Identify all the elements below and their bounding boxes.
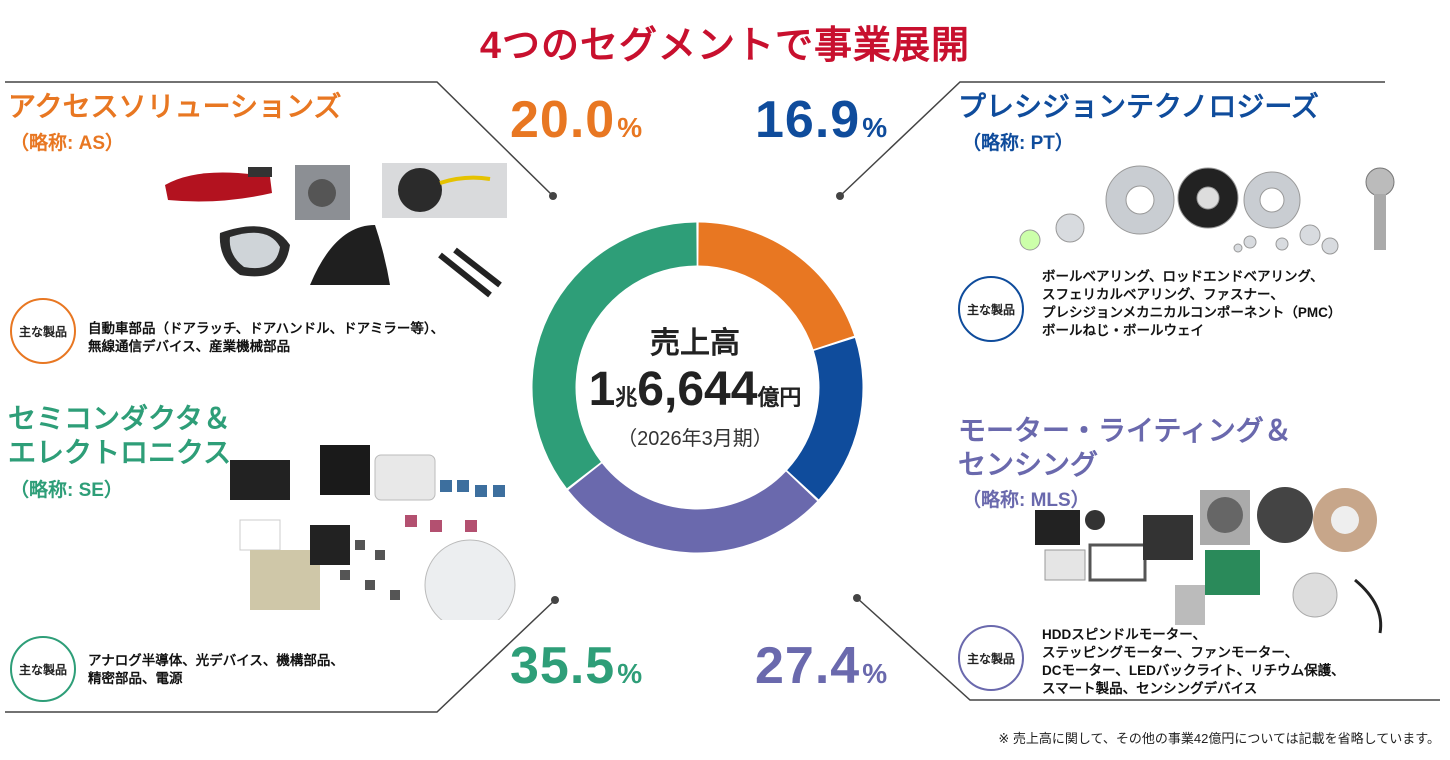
center-sales-value: 1兆6,644億円 <box>588 363 802 416</box>
mls-product-line: ステッピングモーター、ファンモーター、 <box>1042 645 1299 660</box>
page-title: 4つのセグメントで事業展開 <box>479 25 971 67</box>
pt-product-line: スフェリカルベアリング、ファスナー、 <box>1042 287 1284 302</box>
mls-name-line: モーター・ライティング＆ <box>958 415 1292 446</box>
se-product-line: アナログ半導体、光デバイス、機構部品、 <box>88 653 344 668</box>
as-product-line: 無線通信デバイス、産業機械部品 <box>88 339 291 354</box>
as-percent-sign: % <box>617 112 643 143</box>
mls-product-line: DCモーター、LEDバックライト、リチウム保護、 <box>1042 663 1345 678</box>
mls-name-line: センシング <box>958 449 1099 480</box>
as-segment-abbr: （略称: AS） <box>10 133 125 154</box>
mls-connector <box>856 597 1440 701</box>
sales-donut-chart <box>532 222 863 553</box>
se-product-images <box>230 445 516 620</box>
as-connector <box>5 81 554 197</box>
se-connector-dot <box>551 596 559 604</box>
mls-products-badge: 主な製品 <box>958 625 1024 691</box>
pt-connector-dot <box>836 192 844 200</box>
se-percent-value: 35.5 <box>510 637 616 695</box>
as-product-images <box>165 163 507 298</box>
se-segment-name: セミコンダクタ＆ エレクトロニクス <box>8 402 231 470</box>
mls-connector-dot <box>853 594 861 602</box>
pt-connector <box>839 81 1385 197</box>
donut-slice-mls <box>568 463 818 553</box>
pt-percent: 16.9% <box>755 90 887 150</box>
se-segment-abbr: （略称: SE） <box>10 480 123 501</box>
se-name-line: セミコンダクタ＆ <box>8 403 231 434</box>
as-name-line: アクセスソリューションズ <box>8 91 342 122</box>
as-products-badge: 主な製品 <box>10 298 76 364</box>
se-connector <box>5 599 556 713</box>
center-sales-label: 売上高 <box>650 327 740 360</box>
pt-product-line: プレシジョンメカニカルコンポーネント（PMC） <box>1042 305 1342 320</box>
as-percent: 20.0% <box>510 90 642 150</box>
mls-products-list: HDDスピンドルモーター、 ステッピングモーター、ファンモーター、 DCモーター… <box>1042 626 1345 698</box>
mls-percent: 27.4% <box>755 636 887 696</box>
pt-products-badge: 主な製品 <box>958 276 1024 342</box>
as-product-line: 自動車部品（ドアラッチ、ドアハンドル、ドアミラー等）、 <box>88 321 445 336</box>
mls-segment-abbr: （略称: MLS） <box>962 490 1090 511</box>
mls-segment-name: モーター・ライティング＆ センシング <box>958 414 1292 482</box>
se-percent-sign: % <box>617 658 643 689</box>
se-percent: 35.5% <box>510 636 642 696</box>
se-products-badge: 主な製品 <box>10 636 76 702</box>
footnote: ※ 売上高に関して、その他の事業42億円については記載を省略しています。 <box>998 731 1440 746</box>
mls-product-line: スマート製品、センシングデバイス <box>1042 681 1258 696</box>
pt-products-list: ボールベアリング、ロッドエンドベアリング、 スフェリカルベアリング、ファスナー、… <box>1042 268 1341 340</box>
donut-slice-pt <box>787 338 863 500</box>
mls-percent-value: 27.4 <box>755 637 861 695</box>
mls-product-line: HDDスピンドルモーター、 <box>1042 627 1207 642</box>
pt-product-line: ボールねじ・ボールウェイ <box>1042 323 1204 338</box>
mls-percent-sign: % <box>862 658 888 689</box>
donut-slice-as <box>698 222 855 350</box>
se-product-line: 精密部品、電源 <box>88 671 183 686</box>
as-percent-value: 20.0 <box>510 91 616 149</box>
as-segment-name: アクセスソリューションズ <box>8 90 341 124</box>
pt-percent-sign: % <box>862 112 888 143</box>
se-name-line: エレクトロニクス <box>8 437 232 468</box>
pt-segment-name: プレシジョンテクノロジーズ <box>958 90 1319 124</box>
pt-percent-value: 16.9 <box>755 91 861 149</box>
mls-product-images <box>1035 487 1383 634</box>
as-connector-dot <box>549 192 557 200</box>
pt-segment-abbr: （略称: PT） <box>962 133 1074 154</box>
se-products-list: アナログ半導体、光デバイス、機構部品、 精密部品、電源 <box>88 652 344 688</box>
pt-name-line: プレシジョンテクノロジーズ <box>958 91 1319 122</box>
pt-product-line: ボールベアリング、ロッドエンドベアリング、 <box>1042 269 1324 284</box>
center-period: （2026年3月期） <box>617 428 773 450</box>
pt-product-images <box>1019 165 1395 255</box>
donut-slice-se <box>532 222 697 489</box>
as-products-list: 自動車部品（ドアラッチ、ドアハンドル、ドアミラー等）、 無線通信デバイス、産業機… <box>88 320 444 356</box>
